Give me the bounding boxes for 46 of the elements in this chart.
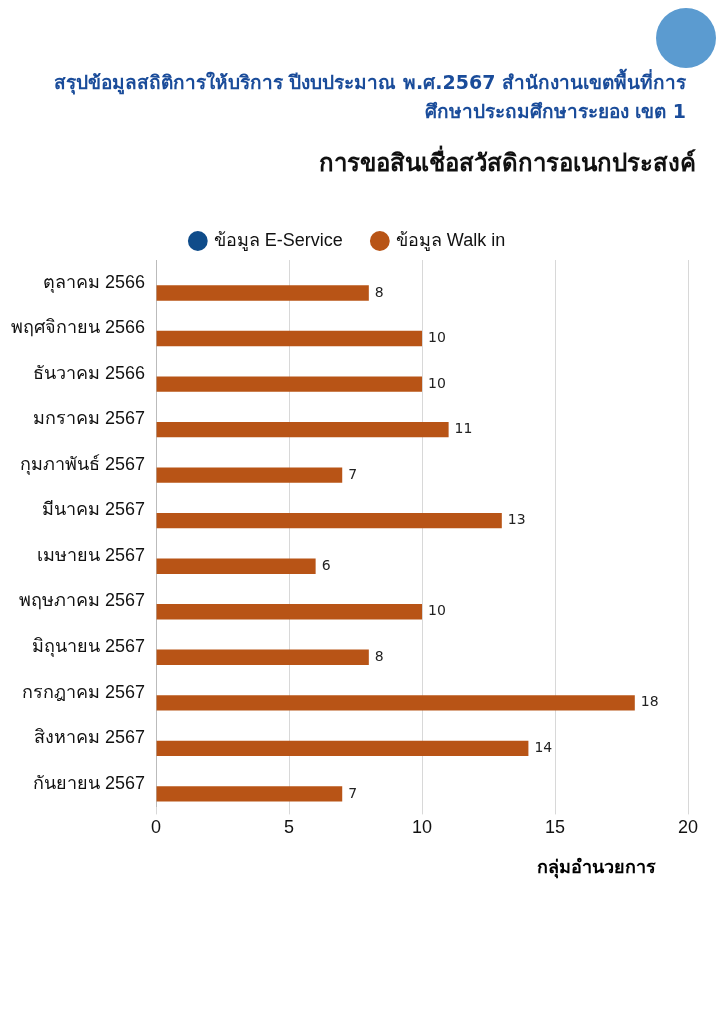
bar — [156, 330, 423, 347]
data-label: 7 — [348, 784, 358, 801]
y-tick-label: กุมภาพันธ์ 2567 — [20, 453, 146, 475]
legend-label: ข้อมูล Walk in — [395, 229, 506, 251]
bar — [156, 786, 343, 802]
y-tick-label: มิถุนายน 2567 — [32, 636, 146, 657]
y-tick-label: ธันวาคม 2566 — [33, 362, 146, 383]
y-tick-label: กรกฎาคม 2567 — [22, 681, 146, 702]
y-tick-label: พฤศจิกายน 2566 — [11, 317, 146, 338]
y-tick-label: มีนาคม 2567 — [42, 499, 146, 520]
y-tick-label: พฤษภาคม 2567 — [19, 590, 146, 611]
data-label: 10 — [428, 329, 446, 346]
data-label: 10 — [428, 602, 446, 619]
data-label: 8 — [374, 283, 384, 300]
bar — [156, 649, 369, 665]
y-tick-label: กันยายน 2567 — [33, 772, 146, 793]
bar — [156, 421, 449, 438]
bar — [156, 558, 316, 574]
bar — [156, 467, 343, 483]
bar — [156, 604, 423, 620]
y-tick-label: มกราคม 2567 — [33, 408, 146, 429]
data-label: 8 — [374, 647, 384, 664]
x-tick-label: 5 — [284, 817, 295, 838]
data-label: 18 — [640, 693, 659, 710]
legend-label: ข้อมูล E-Service — [213, 229, 343, 251]
chart-title: การขอสินเชื่อสวัสดิการอเนกประสงค์ — [318, 144, 697, 179]
x-tick-label: 10 — [412, 817, 433, 838]
data-label: 13 — [507, 511, 526, 528]
text: กลุ่มอำนวยการ — [537, 856, 656, 877]
bar — [156, 376, 423, 392]
bar — [156, 695, 635, 711]
data-label: 14 — [534, 738, 553, 755]
chart-subtitle: สรุปข้อมูลสถิติการให้บริการ ปีงบประมาณ พ.ศ.2567 สำนักงานเขตพื้นที่การศึกษาประถมศึกษาระยอง เขต 1 — [52, 67, 687, 124]
y-tick-label: เมษายน 2567 — [37, 544, 146, 565]
x-tick-label: 15 — [545, 817, 566, 838]
data-label: 7 — [348, 465, 358, 482]
data-label: 11 — [454, 420, 473, 437]
x-tick-label: 20 — [677, 817, 699, 838]
bar — [156, 740, 529, 757]
bar — [156, 513, 502, 529]
data-label: 6 — [321, 556, 331, 573]
bar — [156, 285, 369, 301]
y-tick-label: สิงหาคม 2567 — [34, 727, 146, 748]
x-tick-label: 0 — [151, 817, 162, 838]
data-label: 10 — [428, 374, 446, 391]
y-tick-label: ตุลาคม 2566 — [43, 271, 146, 293]
